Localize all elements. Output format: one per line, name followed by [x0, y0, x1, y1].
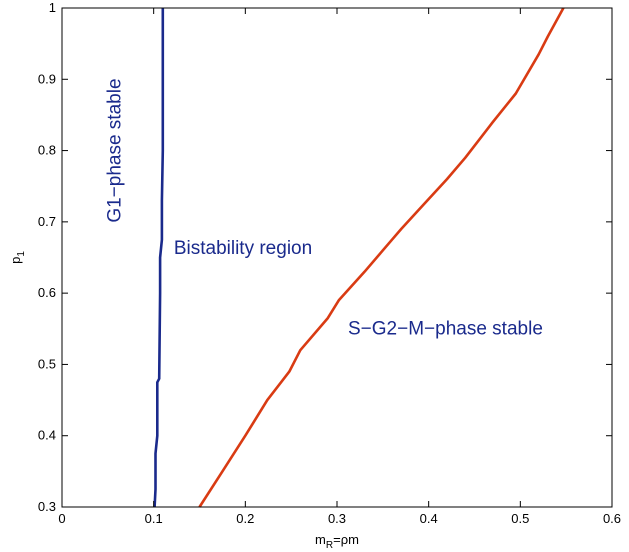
annotation-1: G1−phase stable	[105, 78, 126, 222]
x-tick-label: 0	[58, 511, 65, 526]
y-tick-label: 0.6	[38, 285, 56, 300]
y-tick-label: 0.5	[38, 356, 56, 371]
y-tick-label: 0.9	[38, 71, 56, 86]
tick-layer: 0 0.1 0.2 0.3 0.4 0.5 0.6 0.3 0.4 0.5 0.6 0.7 0.8 0.9…	[38, 0, 621, 526]
y-tick-label: 1	[49, 0, 56, 15]
x-tick-label: 0.6	[603, 511, 621, 526]
annotation-layer: G1−phase stable Bistability region S−G2−M−…	[105, 78, 543, 339]
y-tick-label: 0.8	[38, 143, 56, 158]
y-tick-label: 0.4	[38, 428, 56, 443]
y-tick-label: 0.3	[38, 499, 56, 514]
y-tick-label: 0.7	[38, 214, 56, 229]
x-tick-label: 0.5	[511, 511, 529, 526]
annotation-3: S−G2−M−phase stable	[348, 318, 543, 339]
series-line-2	[198, 7, 565, 508]
x-tick-label: 0.1	[145, 511, 163, 526]
x-tick-label: 0.3	[328, 511, 346, 526]
x-tick-label: 0.2	[236, 511, 254, 526]
series-line-1	[153, 8, 165, 508]
x-axis-label: mR=ρm	[315, 532, 359, 551]
x-tick-label: 0.4	[420, 511, 438, 526]
series-layer	[153, 7, 565, 508]
y-axis-label: p1	[8, 251, 27, 264]
annotation-2: Bistability region	[174, 238, 312, 259]
